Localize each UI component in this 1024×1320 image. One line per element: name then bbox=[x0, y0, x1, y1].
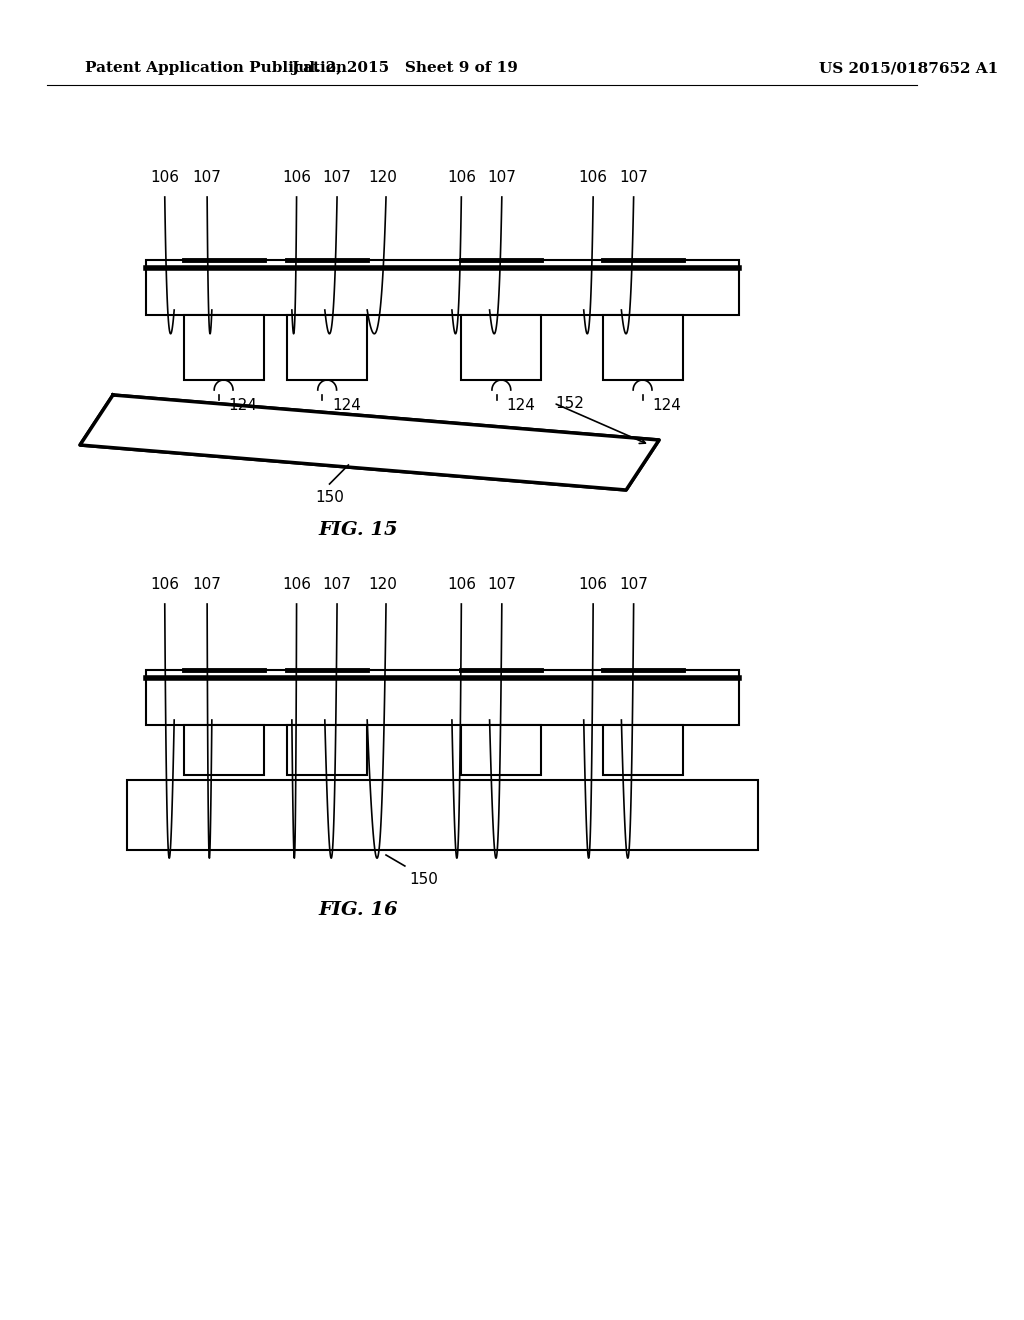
Text: 107: 107 bbox=[193, 170, 221, 185]
Text: FIG. 16: FIG. 16 bbox=[318, 902, 397, 919]
FancyBboxPatch shape bbox=[462, 725, 542, 775]
Text: 152: 152 bbox=[555, 396, 585, 411]
Text: 107: 107 bbox=[487, 170, 516, 185]
FancyBboxPatch shape bbox=[146, 260, 739, 315]
Text: 120: 120 bbox=[369, 577, 397, 591]
Text: 124: 124 bbox=[652, 399, 681, 413]
Text: 106: 106 bbox=[282, 577, 311, 591]
Text: 106: 106 bbox=[282, 170, 311, 185]
FancyBboxPatch shape bbox=[602, 315, 683, 380]
Text: 106: 106 bbox=[446, 170, 476, 185]
FancyBboxPatch shape bbox=[602, 725, 683, 775]
Text: 106: 106 bbox=[446, 577, 476, 591]
Text: 150: 150 bbox=[315, 490, 344, 506]
Text: 124: 124 bbox=[228, 399, 257, 413]
FancyBboxPatch shape bbox=[287, 725, 368, 775]
FancyBboxPatch shape bbox=[183, 725, 263, 775]
Polygon shape bbox=[80, 395, 659, 490]
Text: 107: 107 bbox=[487, 577, 516, 591]
Text: US 2015/0187652 A1: US 2015/0187652 A1 bbox=[819, 61, 998, 75]
Text: 106: 106 bbox=[151, 577, 179, 591]
Text: Jul. 2, 2015   Sheet 9 of 19: Jul. 2, 2015 Sheet 9 of 19 bbox=[292, 61, 518, 75]
Text: 107: 107 bbox=[620, 577, 648, 591]
Text: 107: 107 bbox=[620, 170, 648, 185]
Text: Patent Application Publication: Patent Application Publication bbox=[85, 61, 347, 75]
FancyBboxPatch shape bbox=[127, 780, 758, 850]
Text: FIG. 15: FIG. 15 bbox=[318, 521, 397, 539]
Text: 120: 120 bbox=[369, 170, 397, 185]
Text: 107: 107 bbox=[323, 577, 351, 591]
Text: 150: 150 bbox=[410, 873, 438, 887]
FancyBboxPatch shape bbox=[462, 315, 542, 380]
Text: 106: 106 bbox=[579, 577, 607, 591]
Text: 107: 107 bbox=[323, 170, 351, 185]
FancyBboxPatch shape bbox=[146, 671, 739, 725]
FancyBboxPatch shape bbox=[287, 315, 368, 380]
Text: 107: 107 bbox=[193, 577, 221, 591]
Text: 124: 124 bbox=[506, 399, 535, 413]
FancyBboxPatch shape bbox=[183, 315, 263, 380]
Text: 124: 124 bbox=[332, 399, 360, 413]
Text: 106: 106 bbox=[579, 170, 607, 185]
Text: 106: 106 bbox=[151, 170, 179, 185]
